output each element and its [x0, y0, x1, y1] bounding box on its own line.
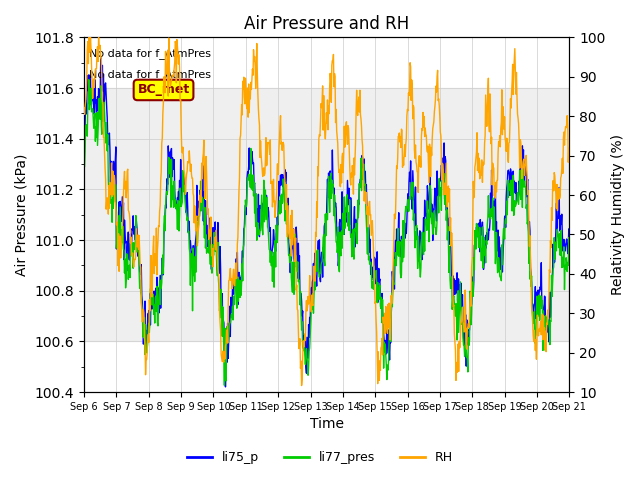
Legend: li75_p, li77_pres, RH: li75_p, li77_pres, RH [182, 446, 458, 469]
Text: No data for f_AtmPres: No data for f_AtmPres [89, 69, 211, 80]
Y-axis label: Air Pressure (kPa): Air Pressure (kPa) [15, 154, 29, 276]
Y-axis label: Relativity Humidity (%): Relativity Humidity (%) [611, 134, 625, 295]
X-axis label: Time: Time [310, 418, 344, 432]
Bar [84, 88, 570, 341]
Title: Air Pressure and RH: Air Pressure and RH [244, 15, 410, 33]
Text: BC_met: BC_met [138, 84, 189, 96]
Text: No data for f_AtmPres: No data for f_AtmPres [89, 48, 211, 59]
